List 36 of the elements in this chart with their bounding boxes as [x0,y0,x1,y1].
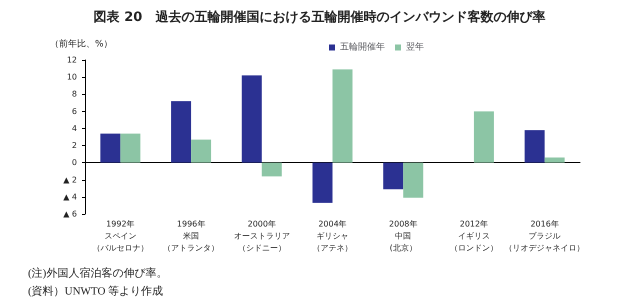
bar [100,134,120,163]
y-tick-label: ▲ 4 [63,192,77,202]
text: (資料）UNWTO 等より作成 [28,284,164,298]
x-tick-label: 2008年中国(北京） [389,220,418,252]
x-tick-label: 2012年イギリス（ロンドン） [450,220,498,252]
bar [474,111,494,163]
y-tick-label: 8 [72,90,77,99]
bar [242,75,262,163]
y-tick-label: 0 [72,158,77,168]
bar [312,162,332,203]
y-axis-title: （前年比、%） [50,38,113,50]
bar [383,162,404,190]
y-tick-label: ▲ 6 [63,210,77,218]
legend-label: 翌年 [406,42,424,52]
y-tick-label: 4 [72,124,77,133]
y-tick-label: ▲ 2 [63,175,77,184]
bar [262,162,282,176]
bar [120,134,140,163]
y-tick-label: 10 [66,72,77,82]
bar [544,158,565,163]
chart-title: 図表 20 過去の五輪開催国における五輪開催時のインバウンド客数の伸び率 [94,9,546,25]
x-tick-label: 2016年ブラジル（リオデジャネイロ） [504,220,585,252]
x-tick-label: 1992年スペイン（バルセロナ） [92,220,148,252]
x-tick-label: 1996年米国（アトランタ） [163,220,220,252]
y-tick-label: 12 [66,56,77,64]
x-tick-label: 2004年ギリシャ（アテネ） [312,220,352,252]
bar [171,101,192,163]
legend-label: 五輪開催年 [340,42,385,52]
x-tick-label: 2000年オーストラリア（シドニー） [234,220,290,252]
bar [403,162,424,198]
y-tick-label: 6 [72,106,77,116]
bar [191,140,212,163]
text: (注)外国人宿泊客の伸び率。 [28,266,168,280]
bar [524,130,545,163]
bar [332,69,352,163]
y-tick-label: 2 [72,141,77,150]
